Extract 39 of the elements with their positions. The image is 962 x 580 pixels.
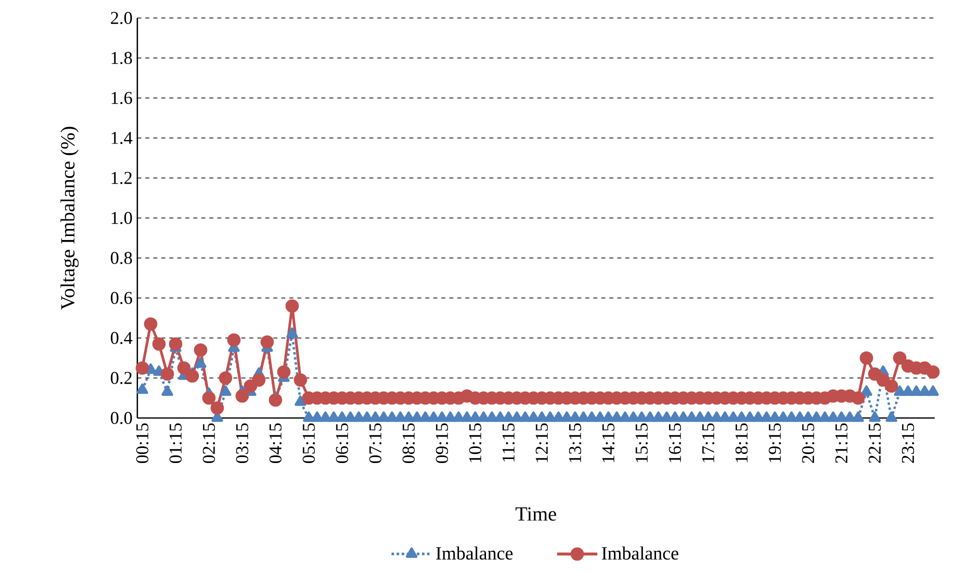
x-tick-label: 16:15: [668, 423, 682, 462]
y-tick-label: 0.8: [110, 252, 132, 264]
y-tick-label: 0.2: [110, 372, 132, 384]
legend-label: Imbalance: [602, 546, 678, 560]
y-tick-label: 1.6: [112, 92, 132, 104]
legend-label: Imbalance: [436, 546, 513, 560]
y-tick-label: 1.2: [112, 172, 132, 184]
x-tick-label: 02:15: [202, 423, 216, 464]
y-tick-label: 1.4: [112, 132, 132, 144]
x-tick-label: 05:15: [302, 423, 315, 464]
x-tick-label: 00:15: [136, 423, 148, 464]
x-tick-label: 04:15: [269, 423, 282, 464]
y-tick-label: 0.6: [110, 292, 132, 304]
y-tick-label: 0.4: [110, 332, 132, 344]
x-tick-label: 03:15: [236, 423, 248, 464]
x-tick-label: 15:15: [636, 423, 648, 462]
y-tick-label: 2.0: [110, 12, 132, 24]
x-tick-label: 22:15: [868, 423, 881, 463]
x-tick-label: 17:15: [702, 423, 714, 462]
x-tick-label: 19:15: [768, 423, 781, 462]
x-tick-label: 07:15: [369, 423, 382, 464]
x-tick-label: 10:15: [469, 423, 482, 462]
x-tick-label: 01:15: [170, 423, 182, 464]
x-axis-title: Time: [516, 507, 556, 521]
x-tick-label: 20:15: [802, 423, 814, 463]
y-tick-label: 1.0: [112, 212, 132, 224]
x-tick-label: 08:15: [402, 423, 415, 464]
x-tick-label: 14:15: [602, 423, 614, 462]
x-tick-label: 11:15: [502, 423, 515, 462]
x-tick-label: 12:15: [536, 423, 548, 462]
x-tick-label: 06:15: [336, 423, 348, 464]
y-tick-label: 0.0: [110, 412, 132, 424]
x-tick-label: 21:15: [835, 423, 848, 463]
x-tick-label: 18:15: [735, 423, 748, 462]
x-tick-label: 23:15: [902, 423, 914, 463]
y-axis-title: Voltage Imbalance (%): [60, 126, 79, 310]
y-tick-label: 1.8: [112, 52, 132, 64]
x-tick-label: 09:15: [436, 423, 448, 464]
x-tick-label: 13:15: [569, 423, 582, 462]
